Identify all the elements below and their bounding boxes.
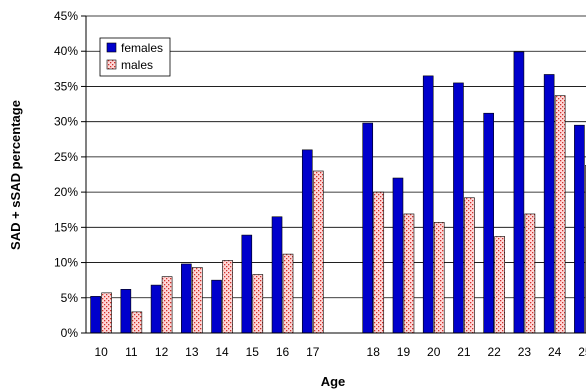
bars [90,51,586,334]
bar-females-21 [453,82,464,334]
bar-females-25 [574,124,585,334]
bar-females-15 [241,234,253,334]
x-tick-label: 20 [427,345,441,359]
x-tick-label: 13 [185,345,199,359]
bar-females-13 [181,263,192,334]
x-tick-label: 11 [125,345,138,359]
bar-males-18 [373,191,385,334]
bar-males-24 [554,95,566,334]
legend-swatch-females [106,42,117,53]
x-tick-label: 16 [276,345,290,359]
y-tick-label: 10% [54,256,78,270]
bar-females-24 [543,74,555,334]
y-tick-label: 25% [54,150,78,164]
x-tick-labels: 10 11 12 13 14 15 16 17 18 19 20 21 22 23 24 25 [94,345,586,359]
x-tick-label: 23 [518,345,532,359]
bar-males-15 [252,274,264,334]
bar-females-12 [150,284,162,334]
y-tick-labels: 0% 5% 10% 15% 20% 25% 30% 35% 40% 45% [54,9,86,340]
legend-label-females: females [121,41,163,55]
bar-females-16 [271,216,283,334]
y-tick-label: 45% [54,9,78,23]
bar-females-17 [301,149,313,334]
bar-males-22 [494,236,505,334]
legend-swatch-males [106,59,117,70]
bar-females-11 [120,289,132,334]
y-tick-label: 35% [54,79,78,93]
bar-males-11 [131,311,143,334]
bar-females-14 [211,279,222,334]
y-tick-label: 40% [54,44,78,58]
bar-males-23 [524,213,536,334]
x-tick-label: 10 [94,345,108,359]
legend-label-males: males [121,58,153,72]
bar-males-19 [403,213,415,334]
x-tick-label: 24 [548,345,562,359]
bar-males-10 [101,292,112,334]
x-tick-label: 18 [367,345,381,359]
bar-females-18 [362,122,374,334]
y-tick-label: 20% [54,185,78,199]
x-tick-label: 12 [155,345,169,359]
bar-males-16 [282,253,294,334]
y-axis-title: SAD + sSAD percentage [8,100,23,250]
bar-females-20 [422,75,434,334]
x-tick-label: 14 [215,345,229,359]
bar-females-23 [513,51,525,334]
bar-females-22 [483,112,494,334]
x-tick-label: 19 [397,345,411,359]
bar-males-12 [161,276,173,334]
bar-males-14 [222,260,233,334]
bar-males-13 [192,267,203,334]
axes [85,16,586,334]
bar-males-17 [312,170,324,334]
y-tick-label: 30% [54,115,78,129]
y-tick-label: 0% [61,326,79,340]
x-tick-label: 25 [578,345,586,359]
y-tick-label: 5% [61,291,79,305]
x-tick-label: 22 [487,345,501,359]
x-tick-label: 17 [306,345,320,359]
bar-females-10 [90,296,101,334]
x-axis-title: Age [321,374,346,389]
bar-males-21 [464,197,475,334]
x-tick-label: 21 [457,345,471,359]
gridlines [86,15,586,299]
bar-males-20 [433,222,445,334]
x-tick-label: 15 [246,345,260,359]
legend: females males [99,37,171,77]
y-tick-label: 15% [54,220,78,234]
bar-females-19 [392,177,404,334]
